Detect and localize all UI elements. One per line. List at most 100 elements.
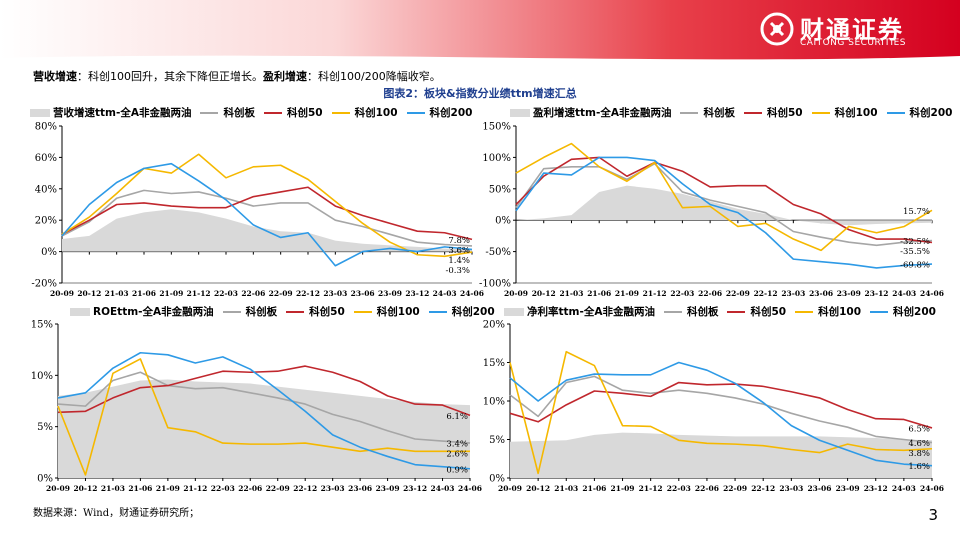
legend-swatch — [406, 111, 425, 114]
series-line — [515, 156, 933, 269]
x-tick-label: 23-12 — [864, 484, 888, 493]
end-value-label: 0.9% — [446, 465, 468, 475]
x-tick-label: 22-03 — [214, 289, 238, 298]
legend-label: 盈利增速ttm-全A非金融两油 — [533, 107, 672, 119]
brand-name-en: CAITONG SECURITIES — [800, 38, 906, 48]
legend-item: 科创200 — [406, 105, 472, 120]
brand-logo: 财通证券 CAITONG SECURITIES — [760, 10, 930, 52]
x-tick-label: 21-03 — [554, 484, 578, 493]
x-tick-label: 21-12 — [187, 289, 211, 298]
legend-swatch — [680, 111, 699, 114]
legend-item: 科创100 — [331, 105, 398, 120]
series-line — [515, 162, 933, 247]
data-source: 数据来源：Wind，财通证券研究所； — [33, 508, 200, 519]
y-tick-label: 0% — [489, 474, 505, 485]
legend-swatch — [428, 310, 447, 313]
x-tick-label: 20-12 — [73, 484, 97, 493]
x-tick-label: 22-09 — [723, 484, 747, 493]
y-tick-label: 15% — [483, 358, 505, 369]
x-tick-label: 24-03 — [892, 484, 916, 493]
x-tick-label: 22-12 — [293, 484, 317, 493]
y-tick-label: 15% — [31, 320, 53, 331]
x-tick-label: 23-12 — [865, 289, 889, 298]
x-tick-label: 22-09 — [726, 289, 750, 298]
legend-swatch — [510, 108, 530, 117]
legend-item: 科创板 — [222, 304, 277, 319]
end-value-label: -35.5% — [900, 247, 930, 257]
x-tick-label: 22-03 — [670, 289, 694, 298]
y-tick-label: 5% — [489, 435, 505, 446]
legend-item: 科创100 — [795, 304, 861, 319]
legend-swatch — [30, 108, 50, 117]
legend-item: 科创100 — [353, 304, 420, 319]
series-area — [58, 379, 470, 478]
x-tick-label: 22-12 — [296, 289, 320, 298]
series-line — [57, 371, 471, 444]
header-band: 财通证券 CAITONG SECURITIES — [0, 0, 960, 62]
x-tick-label: 24-06 — [460, 289, 484, 298]
y-tick-label: -100% — [479, 279, 511, 290]
x-tick-label: 23-09 — [837, 289, 861, 298]
chart-svg: -100% -50% 0% 50% 100% 150% 20-09 20-12 21-03 21-… — [479, 122, 944, 299]
x-tick-label: 23-09 — [376, 484, 400, 493]
legend-swatch — [886, 111, 905, 114]
legend-swatch — [263, 111, 282, 114]
end-value-label: 3.4% — [446, 440, 468, 450]
series-line — [61, 189, 473, 247]
legend-swatch — [200, 111, 219, 114]
series-line — [57, 351, 471, 470]
x-tick-label: 22-06 — [241, 289, 265, 298]
x-tick-label: 21-03 — [559, 289, 583, 298]
legend-item: 科创板 — [680, 105, 735, 120]
x-tick-label: 21-06 — [587, 289, 611, 298]
end-value-label: 1.6% — [908, 462, 930, 472]
x-tick-label: 21-06 — [132, 289, 156, 298]
legend-label: 科创50 — [766, 107, 803, 119]
x-tick-label: 23-09 — [836, 484, 860, 493]
x-tick-label: 22-06 — [698, 289, 722, 298]
x-tick-label: 23-06 — [807, 484, 831, 493]
legend-swatch — [504, 307, 524, 316]
end-value-label: 3.8% — [908, 449, 930, 459]
legend-label: ROEttm-全A非金融两油 — [93, 306, 214, 318]
legend-label: 科创板 — [686, 306, 719, 318]
summary-text: 营收增速：科创100回升，其余下降但正增长。盈利增速：科创100/200降幅收窄… — [33, 68, 441, 84]
legend-swatch — [353, 310, 372, 313]
x-tick-label: 23-12 — [403, 484, 427, 493]
legend-item: 科创板 — [663, 304, 719, 319]
y-tick-label: -50% — [485, 247, 511, 258]
x-tick-label: 21-09 — [615, 289, 639, 298]
end-value-label: -32.5% — [900, 237, 930, 247]
page-number: 3 — [928, 506, 938, 524]
legend: 净利率ttm-全A非金融两油 科创板 科创50 科创100 科创200 — [504, 304, 945, 319]
x-tick-label: 21-09 — [156, 484, 180, 493]
legend-swatch — [743, 111, 762, 114]
x-tick-label: 22-03 — [667, 484, 691, 493]
series-area — [516, 185, 932, 226]
legend-label: 科创板 — [703, 107, 735, 119]
legend-swatch — [70, 307, 90, 316]
x-tick-label: 20-12 — [77, 289, 101, 298]
legend-swatch — [870, 310, 889, 313]
x-tick-label: 20-09 — [504, 289, 528, 298]
legend-item: 科创200 — [428, 304, 495, 319]
series-line — [61, 162, 473, 267]
x-tick-label: 21-09 — [611, 484, 635, 493]
legend-swatch — [286, 310, 305, 313]
legend-label: 科创50 — [750, 306, 787, 318]
x-tick-label: 22-03 — [211, 484, 235, 493]
brand-name-cn: 财通证券 — [800, 16, 904, 44]
legend-item: 科创100 — [811, 105, 878, 120]
x-tick-label: 22-12 — [751, 484, 775, 493]
x-tick-label: 24-06 — [458, 484, 482, 493]
y-tick-label: 0% — [495, 216, 511, 227]
legend-item: 科创板 — [200, 105, 255, 120]
legend-swatch — [811, 111, 830, 114]
series-line — [515, 156, 933, 244]
x-tick-label: 24-03 — [892, 289, 916, 298]
legend-item: 科创50 — [743, 105, 803, 120]
y-tick-label: 5% — [37, 422, 53, 433]
chart-roe: ROEttm-全A非金融两油 科创板 科创50 科创100 科创200 0% 5% 10% 15… — [0, 302, 495, 502]
x-tick-label: 23-03 — [321, 484, 345, 493]
chart-net-margin: 净利率ttm-全A非金融两油 科创板 科创50 科创100 科创200 0% 5% 10% 15… — [480, 302, 960, 502]
